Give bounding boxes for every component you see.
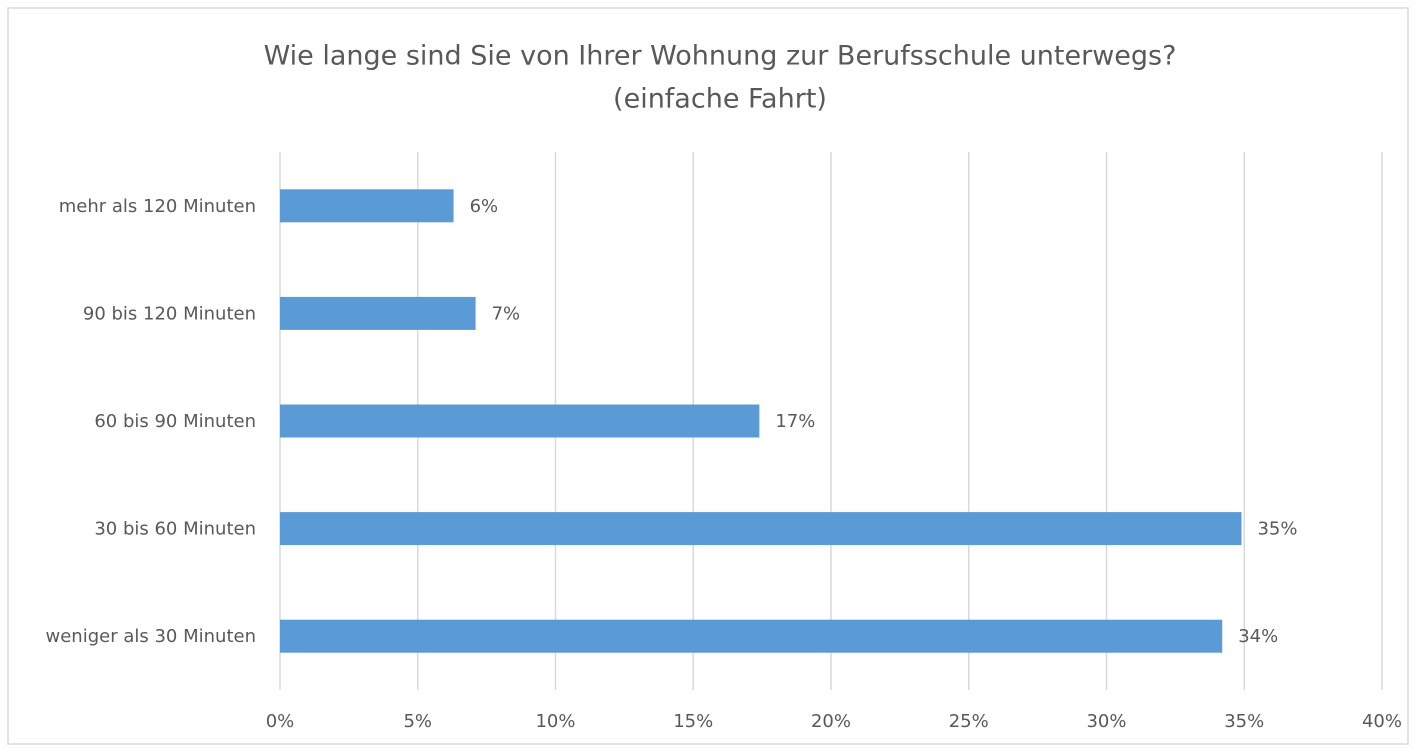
x-tick-label: 35% <box>1224 711 1264 732</box>
bar <box>280 512 1242 546</box>
x-tick-label: 0% <box>266 711 295 732</box>
x-tick-label: 25% <box>949 711 989 732</box>
y-tick-label: 30 bis 60 Minuten <box>94 519 256 540</box>
bar <box>280 404 760 438</box>
x-tick-label: 20% <box>811 711 851 732</box>
data-label: 6% <box>470 196 499 217</box>
y-tick-label: 60 bis 90 Minuten <box>94 411 256 432</box>
bar <box>280 619 1223 653</box>
x-tick-label: 15% <box>673 711 713 732</box>
data-label: 7% <box>492 303 521 324</box>
data-label: 35% <box>1257 519 1297 540</box>
bar <box>280 189 454 223</box>
x-tick-label: 30% <box>1086 711 1126 732</box>
x-tick-label: 5% <box>403 711 432 732</box>
y-tick-label: mehr als 120 Minuten <box>59 196 256 217</box>
y-tick-label: 90 bis 120 Minuten <box>83 303 256 324</box>
chart-title: Wie lange sind Sie von Ihrer Wohnung zur… <box>264 41 1177 72</box>
x-tick-label: 40% <box>1362 711 1402 732</box>
y-tick-label: weniger als 30 Minuten <box>46 626 256 647</box>
data-label: 17% <box>775 411 815 432</box>
x-tick-label: 10% <box>535 711 575 732</box>
data-label: 34% <box>1238 626 1278 647</box>
bar <box>280 296 476 330</box>
chart-subtitle: (einfache Fahrt) <box>613 84 827 115</box>
